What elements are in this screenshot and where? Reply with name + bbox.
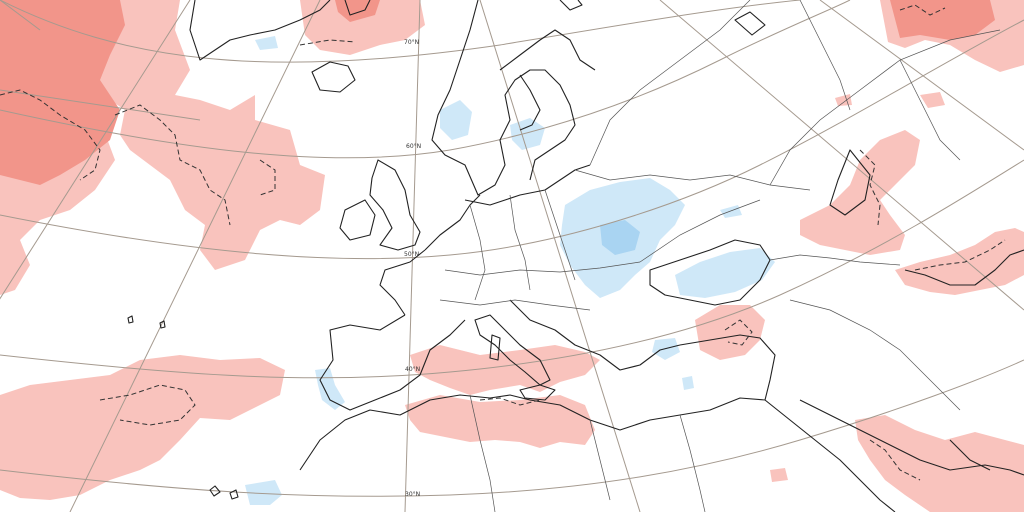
country-borders (439, 0, 1001, 512)
lat-label-50: 50°N (404, 251, 419, 258)
coastlines (127, 0, 1024, 512)
anomaly-contours (0, 4, 1006, 481)
cool-anomaly-areas (245, 36, 775, 505)
latitude-labels: 70°N 60°N 50°N 40°N 30°N (404, 39, 421, 498)
lat-label-30: 30°N (405, 491, 420, 498)
lat-label-40: 40°N (405, 366, 420, 373)
lat-label-60: 60°N (406, 143, 421, 150)
lat-label-70: 70°N (404, 39, 419, 46)
